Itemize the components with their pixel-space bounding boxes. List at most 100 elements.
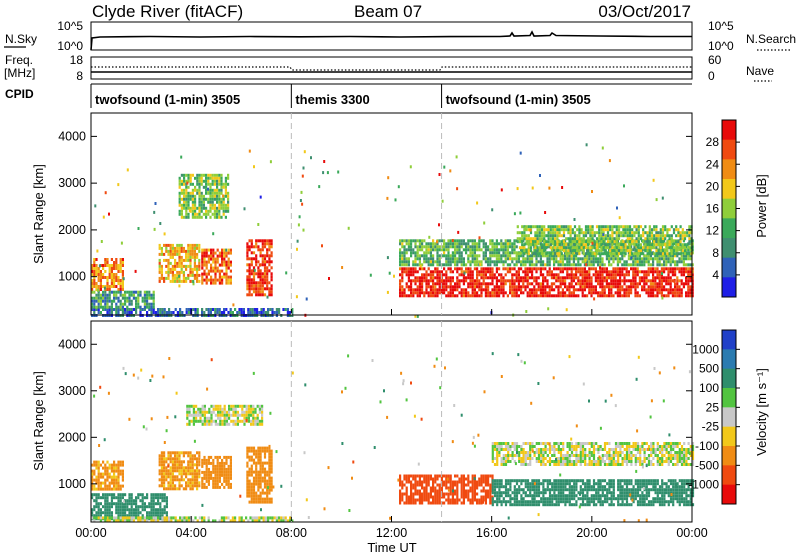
data-cell [223,254,226,258]
data-cell [531,267,534,271]
data-cell [608,276,611,280]
data-cell [203,413,206,417]
data-cell [182,460,185,464]
data-cell [135,508,138,512]
data-cell [438,254,441,258]
data-cell [589,252,592,256]
data-cell [199,416,202,420]
data-cell [421,239,424,243]
data-cell [207,248,210,252]
data-cell [163,460,166,464]
data-cell [225,260,228,264]
data-cell [178,191,181,195]
data-cell [187,481,190,485]
data-cell [445,257,448,261]
data-cell [679,243,682,247]
data-cell [171,460,174,464]
data-cell [189,273,192,277]
data-cell [180,173,183,177]
data-cell [509,270,512,274]
data-cell [583,285,586,289]
data-cell [227,200,230,204]
data-cell [110,505,113,509]
data-cell [270,245,273,249]
data-cell [419,264,422,268]
data-cell [577,270,580,274]
data-cell [161,311,164,314]
data-cell [590,254,593,258]
data-cell [248,482,251,486]
data-cell [157,499,160,503]
data-cell [257,494,260,498]
data-cell [160,460,163,464]
data-cell [135,308,138,311]
data-cell [471,245,474,249]
data-cell [432,248,435,252]
data-cell [554,246,557,250]
data-cell [216,485,219,489]
data-cell [679,240,682,244]
data-cell [180,212,183,216]
data-cell [655,228,658,232]
data-cell [210,470,213,474]
data-cell [232,404,235,408]
data-cell [610,273,613,277]
data-cell [418,257,421,261]
data-cell [128,493,131,497]
data-cell [180,182,183,186]
data-cell [658,245,661,249]
data-cell [489,248,492,252]
data-cell [436,273,439,277]
data-cell [637,240,640,244]
data-cell [579,270,582,274]
data-cell [407,279,410,283]
data-cell [193,463,196,467]
data-cell [582,252,585,256]
data-cell [438,285,441,289]
data-cell [187,478,190,482]
data-cell [633,246,636,250]
data-cell [676,282,679,286]
data-cell [171,249,174,253]
data-cell [207,461,210,465]
data-cell [255,479,258,483]
data-cell [246,476,249,480]
data-cell [429,245,432,249]
data-cell [97,290,100,294]
data-cell [201,485,204,489]
data-cell [592,267,595,271]
data-cell [221,482,224,486]
data-cell [504,267,507,271]
data-cell [248,485,251,489]
data-cell [658,257,661,261]
data-cell [573,237,577,241]
data-cell [270,458,273,462]
data-cell [207,212,210,216]
data-cell [621,270,624,274]
data-cell [418,294,421,298]
data-cell [126,305,129,309]
data-cell [410,294,413,298]
data-cell [259,497,262,501]
data-cell [638,257,641,261]
data-cell [414,282,417,286]
data-cell [216,176,219,180]
data-cell [432,263,435,267]
data-cell [570,270,573,274]
data-cell [682,267,685,271]
data-cell [429,242,432,246]
data-cell [584,225,588,229]
data-cell [580,246,583,250]
data-cell [218,272,221,276]
data-cell [521,234,524,238]
data-cell [236,311,239,314]
data-cell [622,240,625,244]
data-cell [685,254,688,258]
noise-sky-line [90,30,692,51]
data-cell [500,273,503,277]
data-cell [250,491,253,495]
data-cell [644,243,647,247]
data-cell [97,502,100,506]
data-cell [602,228,605,232]
data-cell [656,267,659,271]
